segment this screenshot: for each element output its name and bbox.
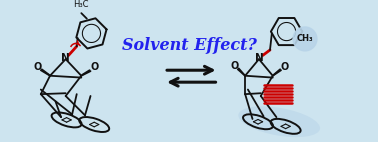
Text: CH₃: CH₃ <box>297 34 313 43</box>
Text: O: O <box>33 62 41 72</box>
Text: O: O <box>231 61 239 71</box>
Text: O: O <box>280 62 289 72</box>
Circle shape <box>293 27 317 51</box>
Text: Solvent Effect?: Solvent Effect? <box>122 37 256 54</box>
Text: O: O <box>90 62 98 72</box>
Text: N: N <box>254 53 263 63</box>
Text: H₃C: H₃C <box>74 0 89 9</box>
Ellipse shape <box>239 106 320 137</box>
Text: N: N <box>61 53 70 63</box>
